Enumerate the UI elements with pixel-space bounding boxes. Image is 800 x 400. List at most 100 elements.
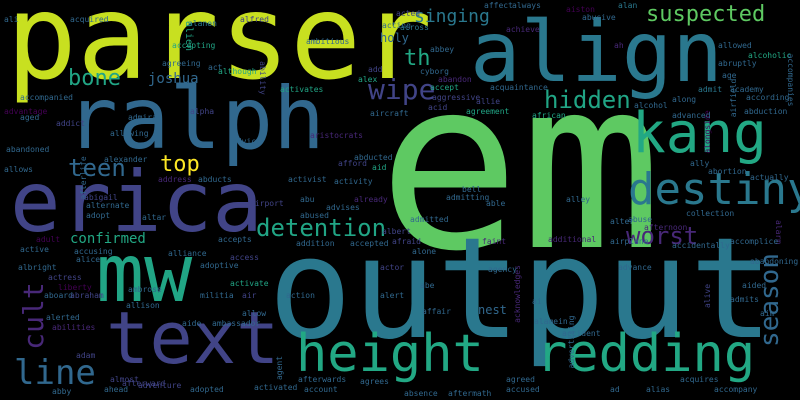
word-admitting: admitting xyxy=(446,193,490,202)
word-able: able xyxy=(486,199,506,208)
word-ali: ali xyxy=(4,15,19,24)
word-kang: kang xyxy=(632,101,767,166)
word-align: align xyxy=(470,3,723,101)
word-alanen: alanen xyxy=(188,19,217,28)
word-adoptive: adoptive xyxy=(200,261,239,270)
word-cyborg: cyborg xyxy=(420,67,449,76)
word-alcohol: alcohol xyxy=(634,101,668,110)
word-ah: ah xyxy=(614,41,624,50)
word-output: output xyxy=(268,208,774,371)
word-ahead: ahead xyxy=(104,385,129,394)
word-agent: agent xyxy=(275,355,284,381)
word-acquired: acquired xyxy=(70,15,109,24)
word-ad: ad xyxy=(610,385,620,394)
word-allowing: allowing xyxy=(110,129,149,138)
word-afford: afford xyxy=(338,159,367,168)
word-adam: adam xyxy=(76,351,96,360)
word-always: always xyxy=(512,1,541,10)
word-action: action xyxy=(286,291,315,300)
word-african: african xyxy=(532,111,566,120)
word-addition: addition xyxy=(296,239,335,248)
word-admitted: admitted xyxy=(410,215,449,224)
word-ambrose: ambrose xyxy=(128,285,162,294)
word-agreed: agreed xyxy=(506,375,535,384)
word-aim: aim xyxy=(760,309,775,318)
word-advises: advises xyxy=(326,203,360,212)
word-academy: academy xyxy=(730,85,764,94)
word-activist: activist xyxy=(288,175,327,184)
word-acting: acting xyxy=(382,21,411,30)
word-aboard: aboard xyxy=(44,291,73,300)
word-achieve: achieve xyxy=(506,25,540,34)
word-afterwards: afterwards xyxy=(298,375,347,384)
word-activates: activates xyxy=(280,85,324,94)
word-top: top xyxy=(160,152,200,177)
word-aftermath: aftermath xyxy=(448,389,492,398)
word-active: active xyxy=(20,245,49,254)
word-altar: altar xyxy=(142,213,167,222)
word-add: add xyxy=(368,65,383,74)
word-abandoning: abandoning xyxy=(750,257,799,266)
word-alliance: alliance xyxy=(168,249,207,258)
word-abduction: abduction xyxy=(744,107,788,116)
word-ambitious: ambitious xyxy=(306,37,350,46)
word-airplane: airplane xyxy=(610,237,649,246)
word-accompanied: accompanied xyxy=(20,93,73,102)
word-aged: aged xyxy=(20,113,40,122)
word-address: address xyxy=(158,175,192,184)
word-abortion: abortion xyxy=(708,167,747,176)
word-destiny: destiny xyxy=(628,164,800,215)
word-accepts: accepts xyxy=(218,235,252,244)
word-abu: abu xyxy=(300,195,315,204)
word-confirmed: confirmed xyxy=(70,231,146,247)
word-advice: advice xyxy=(232,137,261,146)
word-abigail: abigail xyxy=(84,193,118,202)
word-accept: accept xyxy=(430,83,459,92)
word-alex: alex xyxy=(358,75,378,84)
word-afraid: afraid xyxy=(392,237,421,246)
word-ambassador: ambassador xyxy=(212,319,261,328)
word-accepted: accepted xyxy=(350,239,389,248)
word-abusive: abusive xyxy=(582,13,616,22)
word-abruptly: abruptly xyxy=(718,59,757,68)
word-teen: teen xyxy=(68,154,126,182)
word-although: although xyxy=(218,67,257,76)
word-alley: alley xyxy=(566,195,591,204)
word-abilities: abilities xyxy=(52,323,96,332)
word-abby: abby xyxy=(52,387,72,396)
word-account: account xyxy=(304,385,338,394)
word-allie: allie xyxy=(476,97,501,106)
word-admiral: admiral xyxy=(128,113,162,122)
word-albert: albert xyxy=(382,227,411,236)
word-afternoon: afternoon xyxy=(644,223,688,232)
word-aristocrats: aristocrats xyxy=(310,131,363,140)
word-already: already xyxy=(354,195,388,204)
word-accident: accident xyxy=(562,329,601,338)
word-alexander: alexander xyxy=(104,155,148,164)
word-line: line xyxy=(14,353,96,393)
word-ally: ally xyxy=(690,159,710,168)
word-aided: aided xyxy=(742,281,767,290)
word-season: season xyxy=(755,253,785,347)
word-collection: collection xyxy=(686,209,735,218)
word-ability: ability xyxy=(258,61,267,95)
word-adult: adult xyxy=(36,235,61,244)
word-afterward: afterward xyxy=(122,379,166,388)
word-absence: absence xyxy=(404,389,438,398)
word-age: age xyxy=(722,71,737,80)
word-mw: mw xyxy=(96,227,193,320)
word-aide: aide xyxy=(182,319,202,328)
word-act: act xyxy=(208,63,223,72)
word-actually: actually xyxy=(750,173,789,182)
word-height: height xyxy=(296,324,484,384)
word-accepting: accepting xyxy=(172,41,216,50)
word-affair: affair xyxy=(422,307,451,316)
word-abducted: abducted xyxy=(354,153,393,162)
word-parser: parser xyxy=(6,0,433,106)
word-alternate: alternate xyxy=(86,201,130,210)
word-access: access xyxy=(230,253,259,262)
word-alias: alias xyxy=(646,385,671,394)
word-agreement: agreement xyxy=(466,107,510,116)
word-joshua: joshua xyxy=(148,71,199,87)
word-admits: admits xyxy=(730,295,759,304)
